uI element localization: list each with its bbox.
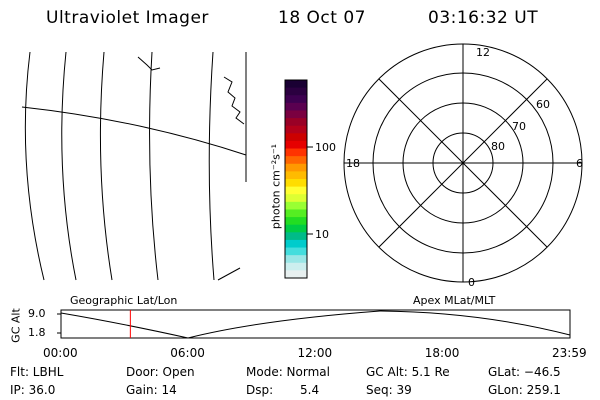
colorbar-cell (285, 118, 307, 127)
lat-label-70: 70 (512, 120, 526, 133)
colorbar-cell (285, 87, 307, 96)
colorbar-cell (285, 140, 307, 150)
colorbar-cell (285, 110, 307, 119)
glat-info: GLat: −46.5 (488, 365, 561, 379)
colorbar-cell (285, 201, 307, 211)
lat-label-60: 60 (536, 98, 550, 111)
filter-info: Flt: LBHL (10, 365, 64, 379)
colorbar-tick-label-100: 100 (315, 141, 336, 154)
instrument-title: Ultraviolet Imager (46, 8, 209, 28)
seq-info: Seq: 39 (366, 383, 412, 397)
mlt-label-6: 6 (576, 157, 583, 170)
colorbar-cell (285, 255, 307, 264)
door-info: Door: Open (126, 365, 195, 379)
dsp-value: 5.4 (300, 383, 320, 397)
mlt-label-0: 0 (468, 276, 475, 289)
colorbar-cell (285, 125, 307, 134)
colorbar-cell (285, 186, 307, 195)
dsp-label: Dsp: (246, 383, 274, 397)
colorbar-cell (285, 95, 307, 104)
lat-label-80: 80 (491, 140, 505, 153)
mlt-label-18: 18 (346, 157, 360, 170)
colorbar-cell (285, 232, 307, 241)
mode-info: Mode: Normal (246, 365, 330, 379)
timeline-x-label: 00:00 (43, 346, 78, 360)
timeline-y-bottom: 1.8 (28, 326, 46, 339)
time-label: 03:16:32 UT (428, 8, 539, 28)
colorbar-cell (285, 262, 307, 271)
glon-info: GLon: 259.1 (488, 383, 561, 397)
colorbar-cell (285, 80, 307, 89)
timeline-right-caption: Apex MLat/MLT (413, 294, 496, 307)
colorbar-cell (285, 224, 307, 233)
colorbar-cell (285, 148, 307, 157)
gain-info: Gain: 14 (126, 383, 177, 397)
timeline-x-label: 18:00 (424, 346, 460, 360)
timeline-y-top: 9.0 (28, 307, 46, 320)
gc-alt-info: GC Alt: 5.1 Re (366, 365, 450, 379)
colorbar-cell (285, 163, 307, 172)
colorbar-cell (285, 194, 307, 203)
date-label: 18 Oct 07 (278, 8, 366, 28)
timeline-left-caption: Geographic Lat/Lon (70, 294, 178, 307)
colorbar-cell (285, 179, 307, 188)
timeline-x-label: 06:00 (170, 346, 205, 360)
timeline-x-label: 12:00 (297, 346, 333, 360)
colorbar-cell (285, 239, 307, 249)
colorbar-cell (285, 217, 307, 226)
colorbar-tick-label-10: 10 (315, 228, 329, 241)
colorbar-cell (285, 156, 307, 165)
colorbar-cell (285, 209, 307, 218)
colorbar-cell (285, 270, 307, 279)
colorbar-cells (285, 80, 307, 279)
mlt-label-12: 12 (476, 46, 490, 59)
timeline-x-label: 23:59 (552, 346, 587, 360)
colorbar-cell (285, 247, 307, 256)
colorbar-cell (285, 102, 307, 112)
colorbar-cell (285, 171, 307, 180)
ip-info: IP: 36.0 (10, 383, 56, 397)
colorbar-cell (285, 133, 307, 142)
